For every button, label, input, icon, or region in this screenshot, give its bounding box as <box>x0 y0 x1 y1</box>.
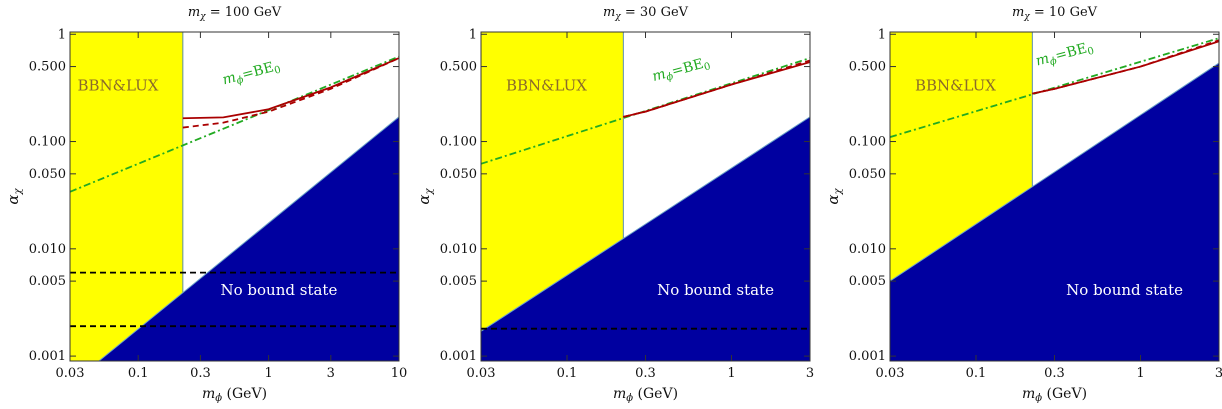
y-tick-label: 0.010 <box>849 242 886 257</box>
y-axis-label: αχ <box>415 187 435 204</box>
bound-energy-label: mϕ=BE0 <box>1034 39 1095 72</box>
x-tick-label: 0.1 <box>557 366 578 381</box>
y-tick-label: 0.100 <box>849 135 886 150</box>
solid-curve <box>1032 40 1219 95</box>
excluded-region-label: BBN&LUX <box>915 76 996 94</box>
panel-title: mχ = 10 GeV <box>1012 5 1098 22</box>
bound-energy-line <box>890 37 1219 138</box>
x-axis-label: mϕ (GeV) <box>202 386 267 404</box>
x-tick-label: 0.1 <box>128 366 149 381</box>
x-tick-label: 1 <box>727 366 735 381</box>
y-tick-label: 0.050 <box>29 167 66 182</box>
panel-title: mχ = 100 GeV <box>188 5 282 22</box>
solid-curve <box>623 61 810 118</box>
bound-energy-line <box>70 55 399 193</box>
y-tick-label: 0.001 <box>29 349 66 364</box>
x-tick-label: 1 <box>1136 366 1144 381</box>
y-tick-label: 0.050 <box>440 167 477 182</box>
panel-2: BBN&LUX No bound state mϕ=BE0 0.03 0.1 0.3 1 3 0… <box>415 5 814 404</box>
solid-curve <box>182 57 399 120</box>
x-tick-label: 0.3 <box>190 366 211 381</box>
bound-energy-label: mϕ=BE0 <box>651 54 712 87</box>
y-tick-label: 0.001 <box>440 349 477 364</box>
x-tick-label: 0.03 <box>467 366 496 381</box>
y-tick-label: 0.005 <box>849 274 886 289</box>
no-bound-state-label: No bound state <box>657 281 774 299</box>
panel-1: BBN&LUX No bound state mϕ=BE0 0.03 0.1 0.3 1 3 1… <box>4 5 407 404</box>
y-tick-label: 0.005 <box>29 274 66 289</box>
y-axis-label: αχ <box>824 187 844 204</box>
y-tick-label: 0.100 <box>29 135 66 150</box>
y-tick-label: 0.100 <box>440 135 477 150</box>
x-tick-label: 0.03 <box>876 366 905 381</box>
y-tick-label: 0.500 <box>440 60 477 75</box>
no-bound-state-label: No bound state <box>221 281 338 299</box>
panel-3: BBN&LUX No bound state mϕ=BE0 0.03 0.1 0.3 1 3 0… <box>824 5 1222 404</box>
plot-area <box>70 32 399 361</box>
y-tick-label: 1 <box>878 27 886 42</box>
y-tick-label: 0.050 <box>849 167 886 182</box>
x-tick-label: 1 <box>264 366 272 381</box>
no-bound-state-region <box>481 116 810 361</box>
y-tick-label: 1 <box>469 27 477 42</box>
plot-area <box>481 32 810 361</box>
no-bound-state-label: No bound state <box>1066 281 1183 299</box>
x-axis-label: mϕ (GeV) <box>1022 386 1087 404</box>
x-tick-label: 0.3 <box>635 366 656 381</box>
y-tick-label: 0.005 <box>440 274 477 289</box>
x-tick-label: 0.3 <box>1044 366 1065 381</box>
no-bound-state-region <box>98 116 399 361</box>
bound-energy-line <box>481 57 810 165</box>
excluded-region <box>70 32 184 361</box>
bound-energy-label: mϕ=BE0 <box>221 58 282 91</box>
excluded-region-label: BBN&LUX <box>77 76 158 94</box>
plot-frame <box>69 31 400 362</box>
y-axis-label: αχ <box>4 187 24 204</box>
x-tick-label: 0.03 <box>56 366 85 381</box>
y-tick-label: 1 <box>58 27 66 42</box>
panel-title: mχ = 30 GeV <box>603 5 689 22</box>
y-tick-label: 0.001 <box>849 349 886 364</box>
y-tick-label: 0.010 <box>29 242 66 257</box>
x-tick-label: 3 <box>1215 366 1222 381</box>
y-tick-label: 0.500 <box>849 60 886 75</box>
excluded-region-label: BBN&LUX <box>506 76 587 94</box>
x-tick-label: 3 <box>327 366 335 381</box>
x-tick-label: 3 <box>806 366 814 381</box>
x-tick-label: 0.1 <box>966 366 987 381</box>
plot-area <box>890 32 1219 361</box>
y-tick-label: 0.500 <box>29 60 66 75</box>
x-axis-label: mϕ (GeV) <box>613 386 678 404</box>
no-bound-state-region <box>890 62 1219 361</box>
x-tick-label: 10 <box>391 366 408 381</box>
y-tick-label: 0.010 <box>440 242 477 257</box>
